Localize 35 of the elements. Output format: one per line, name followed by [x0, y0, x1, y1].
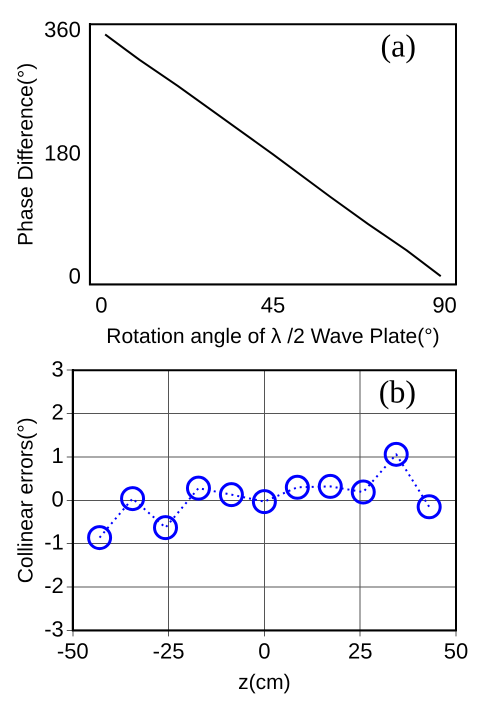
x-tick-label: 45: [260, 292, 286, 318]
annotation: (a): [380, 28, 416, 64]
point: [384, 442, 409, 467]
x-tick-label: -25: [152, 638, 184, 664]
y-tick-label: 0: [68, 264, 81, 289]
point: [350, 480, 376, 505]
y-tick-label: 0: [52, 486, 64, 512]
x-tick-label: 0: [95, 292, 108, 318]
y-tick-label: 1: [52, 442, 64, 468]
point: [252, 489, 277, 514]
point: [318, 474, 343, 499]
point: [284, 474, 310, 500]
x-axis-title: z(cm): [238, 671, 291, 694]
x-tick-label: 0: [258, 638, 271, 664]
x-tick-label: -50: [56, 638, 89, 664]
x-tick-label: 90: [432, 292, 457, 318]
y-tick-label: -3: [44, 616, 64, 642]
point: [416, 494, 442, 520]
y-tick-label: -2: [44, 573, 64, 598]
y-axis-title: Collinear errors(°): [14, 417, 38, 584]
point: [87, 525, 112, 550]
point: [218, 482, 244, 508]
y-tick-label: -1: [44, 530, 64, 555]
point: [186, 476, 211, 501]
y-tick-label: 2: [52, 400, 64, 425]
point: [120, 486, 146, 512]
x-tick-label: 50: [444, 638, 468, 664]
point: [153, 515, 178, 540]
annotation: (b): [378, 374, 416, 410]
y-axis-title: Phase Difference(°): [14, 62, 38, 246]
y-tick-label: 360: [44, 17, 81, 42]
x-tick-label: 25: [348, 638, 372, 664]
y-tick-label: 3: [52, 356, 64, 382]
y-tick-label: 180: [44, 140, 81, 166]
x-axis-title: Rotation angle of λ /2 Wave Plate(°): [106, 325, 440, 348]
